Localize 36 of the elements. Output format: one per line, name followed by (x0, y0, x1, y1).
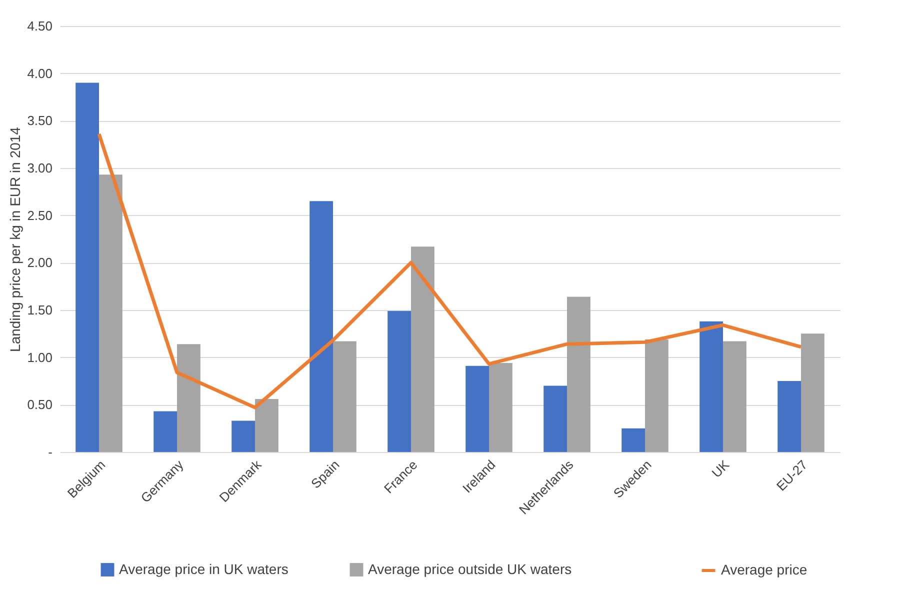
bar (778, 381, 801, 452)
y-tick-label: 1.00 (27, 350, 52, 365)
legend-label: Average price (721, 562, 808, 578)
line-series (97, 132, 803, 410)
y-tick-label: 4.50 (27, 18, 52, 34)
y-axis-title: Landing price per kg in EUR in 2014 (7, 126, 24, 352)
y-tick-label: - (48, 444, 52, 460)
bar (411, 246, 434, 452)
bar (489, 363, 512, 452)
bar (645, 339, 668, 452)
legend-label: Average price in UK waters (119, 560, 288, 577)
bar (154, 411, 177, 452)
bar (567, 296, 590, 452)
bar (310, 201, 333, 452)
bar (466, 366, 489, 452)
bar (388, 310, 411, 452)
bar (255, 398, 278, 452)
bar (333, 341, 356, 452)
bar (723, 341, 746, 452)
bar (801, 334, 824, 452)
bar (700, 321, 723, 452)
bar (544, 386, 567, 452)
y-tick-label: 4.00 (27, 66, 52, 81)
bar (177, 344, 200, 452)
bar (76, 82, 99, 452)
legend-label: Average price outside UK waters (368, 560, 572, 577)
bar (99, 174, 122, 452)
y-tick-label: 3.50 (27, 113, 52, 128)
x-tick-label: UK (708, 456, 732, 480)
y-tick-label: 0.50 (27, 397, 52, 412)
bar (232, 420, 255, 452)
y-tick-label: 2.50 (27, 208, 52, 223)
bar (622, 428, 645, 452)
y-tick-label: 1.50 (27, 302, 52, 318)
y-tick-label: 3.00 (27, 160, 52, 176)
y-tick-label: 2.00 (27, 255, 52, 270)
